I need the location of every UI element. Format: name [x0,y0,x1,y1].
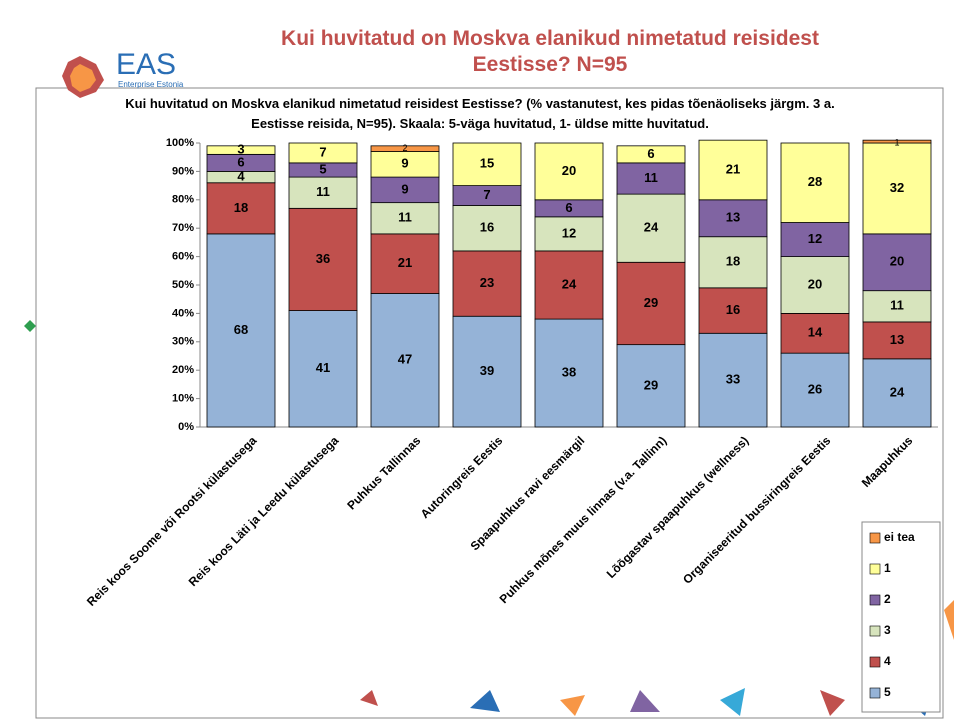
value-label: 18 [726,254,740,269]
value-label: 11 [644,170,658,185]
legend-label: 3 [884,623,891,637]
value-label: 21 [398,255,412,270]
value-label: 26 [808,382,822,397]
legend-swatch [870,533,880,543]
value-label: 29 [644,295,658,310]
y-tick-label: 60% [172,251,194,263]
value-label: 14 [808,325,823,340]
value-label: 16 [726,302,740,317]
legend-label: 5 [884,685,891,699]
legend-swatch [870,595,880,605]
value-label: 36 [316,251,330,266]
slide: 0%10%20%30%40%50%60%70%80%90%100%6818463… [0,0,954,720]
value-label: 20 [890,254,904,269]
value-label: 3 [237,142,244,157]
value-label: 18 [234,200,248,215]
value-label: 9 [401,156,408,171]
legend-swatch [870,564,880,574]
value-label: 15 [480,156,494,171]
value-label: 1 [894,138,899,148]
value-label: 32 [890,180,904,195]
y-tick-label: 30% [172,336,194,348]
value-label: 7 [483,187,490,202]
y-tick-label: 50% [172,279,194,291]
value-label: 13 [726,210,740,225]
value-label: 13 [890,332,904,347]
chart-title: Kui huvitatud on Moskva elanikud nimetat… [120,94,840,134]
value-label: 20 [562,163,576,178]
y-tick-label: 0% [178,421,194,433]
value-label: 12 [808,231,822,246]
slide-title: Kui huvitatud on Moskva elanikud nimetat… [230,26,870,78]
logo-subtitle: Enterprise Estonia [118,80,183,89]
legend-label: 2 [884,592,891,606]
value-label: 11 [398,210,412,225]
y-tick-label: 90% [172,165,194,177]
value-label: 11 [316,184,330,199]
value-label: 6 [565,200,572,215]
value-label: 11 [890,298,904,313]
legend-label: ei tea [884,530,915,544]
value-label: 2 [402,143,407,153]
value-label: 41 [316,360,330,375]
value-label: 38 [562,364,576,379]
legend-label: 4 [884,654,891,668]
y-tick-label: 100% [166,137,194,149]
legend-swatch [870,688,880,698]
value-label: 20 [808,276,822,291]
value-label: 24 [890,384,905,399]
value-label: 7 [319,144,326,159]
y-tick-label: 80% [172,194,194,206]
y-tick-label: 20% [172,364,194,376]
value-label: 28 [808,174,822,189]
value-label: 23 [480,275,494,290]
value-label: 12 [562,225,576,240]
legend-swatch [870,657,880,667]
value-label: 16 [480,220,494,235]
logo: EAS [116,48,176,82]
y-tick-label: 40% [172,307,194,319]
value-label: 24 [562,276,577,291]
value-label: 5 [319,161,326,176]
value-label: 9 [401,181,408,196]
value-label: 24 [644,220,659,235]
value-label: 29 [644,377,658,392]
value-label: 6 [237,154,244,169]
legend-swatch [870,626,880,636]
y-tick-label: 10% [172,393,194,405]
value-label: 39 [480,363,494,378]
value-label: 47 [398,352,412,367]
value-label: 33 [726,372,740,387]
value-label: 6 [647,146,654,161]
legend [862,522,940,712]
value-label: 21 [726,161,740,176]
y-tick-label: 70% [172,222,194,234]
value-label: 68 [234,322,248,337]
legend-label: 1 [884,561,891,575]
